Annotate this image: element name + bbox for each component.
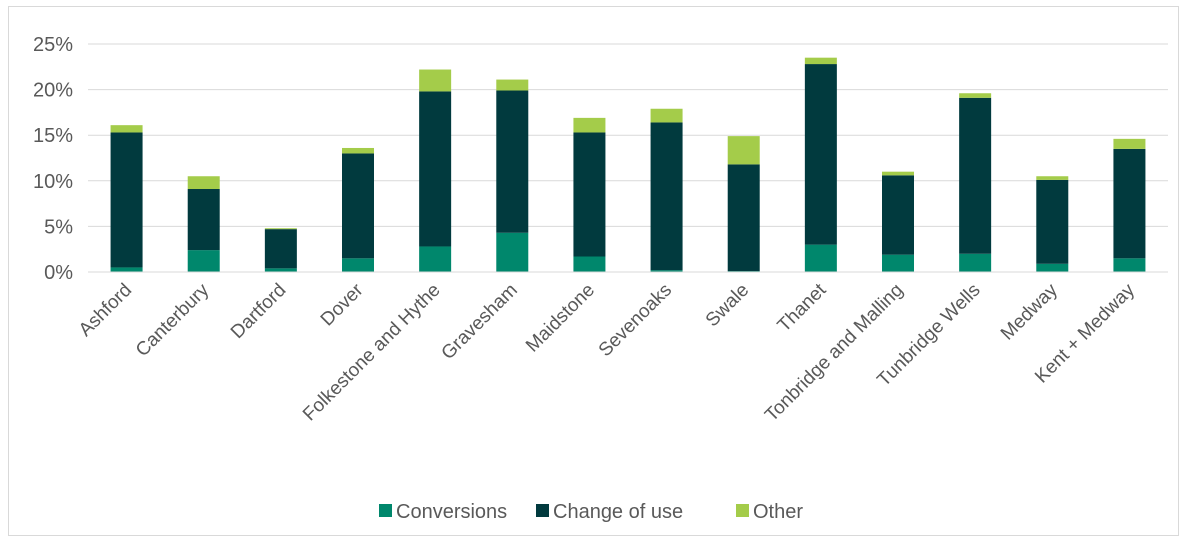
bar-conversions (187, 250, 220, 272)
bar-other (419, 69, 452, 92)
legend-swatch (379, 504, 392, 517)
gridlines (88, 43, 1168, 227)
bar-change-of-use (419, 91, 452, 247)
bar-conversions (110, 267, 143, 272)
bar-conversions (264, 268, 297, 272)
bar-change-of-use (959, 97, 992, 254)
bar-conversions (419, 246, 452, 272)
x-tick-label: Gravesham (438, 280, 522, 364)
bar-change-of-use (650, 122, 683, 271)
bar-conversions (650, 270, 683, 272)
bar-change-of-use (727, 164, 760, 272)
bars (110, 57, 1146, 272)
x-tick-label: Ashford (75, 280, 136, 341)
x-tick-label: Thanet (774, 279, 831, 336)
y-axis-tick-labels: 0% 5% 10% 15% 20% 25% (33, 34, 73, 284)
legend-swatch (536, 504, 549, 517)
bar-other (804, 57, 837, 65)
bar-other (187, 176, 220, 190)
y-tick-label: 15% (33, 125, 73, 147)
x-tick-label: Dartford (227, 280, 290, 343)
y-tick-label: 10% (33, 171, 73, 193)
bar-other (959, 93, 992, 98)
bar-change-of-use (882, 175, 914, 255)
bar-change-of-use (1036, 179, 1069, 264)
bar-conversions (342, 258, 374, 272)
bar-other (342, 147, 374, 154)
bar-other (110, 125, 143, 133)
x-tick-label: Medway (997, 279, 1062, 344)
legend-swatch (736, 504, 749, 517)
bar-other (496, 79, 529, 91)
y-tick-label: 0% (44, 262, 73, 284)
x-tick-label: Folkestone and Hythe (299, 280, 445, 426)
bar-conversions (573, 256, 606, 272)
bar-change-of-use (110, 132, 143, 268)
legend-label: Change of use (553, 501, 683, 523)
bar-change-of-use (187, 189, 220, 251)
bar-change-of-use (804, 64, 837, 245)
bar-change-of-use (496, 90, 529, 233)
x-tick-label: Sevenoaks (595, 280, 676, 361)
y-tick-label: 25% (33, 34, 73, 56)
bar-conversions (959, 253, 992, 272)
y-tick-label: 20% (33, 80, 73, 102)
bar-other (650, 108, 683, 123)
bar-conversions (496, 232, 529, 272)
bar-conversions (882, 254, 914, 272)
legend-label: Other (753, 501, 803, 523)
bar-conversions (804, 244, 837, 272)
legend: Conversions Change of use Other (379, 501, 803, 523)
bar-change-of-use (342, 153, 374, 259)
bar-other (1113, 138, 1146, 149)
x-tick-label: Tonbridge and Malling (761, 280, 907, 426)
bar-other (727, 136, 760, 165)
bar-other (573, 117, 606, 133)
bar-change-of-use (573, 132, 606, 257)
bar-other (882, 171, 914, 176)
bar-conversions (1036, 263, 1069, 272)
bar-conversions (1113, 258, 1146, 272)
x-tick-label: Maidstone (522, 280, 599, 357)
bar-other (264, 228, 297, 230)
bar-change-of-use (264, 229, 297, 269)
bar-change-of-use (1113, 148, 1146, 259)
x-tick-label: Dover (317, 279, 368, 330)
legend-label: Conversions (396, 501, 507, 523)
bar-other (1036, 176, 1069, 180)
x-tick-label: Canterbury (132, 279, 214, 361)
y-tick-label: 5% (44, 216, 73, 238)
x-tick-label: Swale (702, 280, 753, 331)
